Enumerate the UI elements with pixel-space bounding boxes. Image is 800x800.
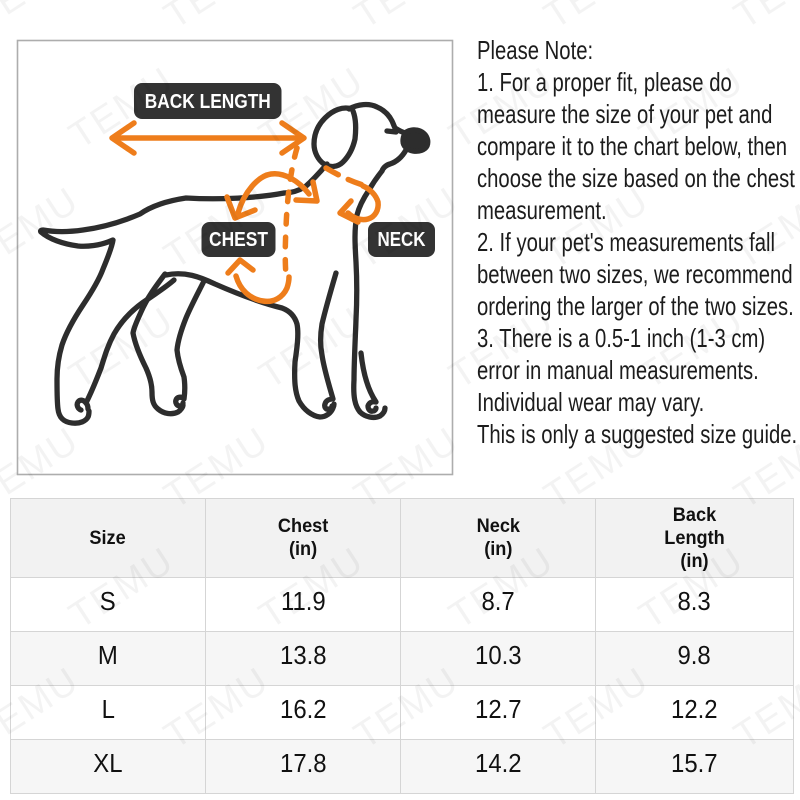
svg-text:TEMU: TEMU bbox=[252, 539, 372, 637]
svg-text:TEMU: TEMU bbox=[727, 0, 800, 38]
svg-text:TEMU: TEMU bbox=[632, 539, 752, 637]
svg-text:TEMU: TEMU bbox=[727, 659, 800, 757]
svg-text:TEMU: TEMU bbox=[442, 59, 562, 157]
svg-text:TEMU: TEMU bbox=[347, 0, 467, 38]
svg-text:TEMU: TEMU bbox=[632, 299, 752, 397]
svg-text:TEMU: TEMU bbox=[537, 659, 657, 757]
svg-text:TEMU: TEMU bbox=[347, 659, 467, 757]
svg-text:NECK: NECK bbox=[378, 229, 426, 251]
svg-text:TEMU: TEMU bbox=[727, 179, 800, 277]
svg-text:TEMU: TEMU bbox=[442, 539, 562, 637]
svg-text:TEMU: TEMU bbox=[727, 419, 800, 517]
svg-text:TEMU: TEMU bbox=[157, 0, 277, 38]
svg-text:TEMU: TEMU bbox=[537, 419, 657, 517]
svg-text:CHEST: CHEST bbox=[209, 229, 268, 251]
svg-text:TEMU: TEMU bbox=[537, 0, 657, 38]
svg-text:TEMU: TEMU bbox=[442, 299, 562, 397]
svg-text:TEMU: TEMU bbox=[62, 539, 182, 637]
svg-text:TEMU: TEMU bbox=[157, 659, 277, 757]
svg-text:BACK LENGTH: BACK LENGTH bbox=[145, 91, 271, 113]
svg-text:TEMU: TEMU bbox=[632, 59, 752, 157]
svg-text:TEMU: TEMU bbox=[537, 179, 657, 277]
svg-text:TEMU: TEMU bbox=[0, 659, 87, 757]
svg-text:TEMU: TEMU bbox=[0, 0, 87, 38]
